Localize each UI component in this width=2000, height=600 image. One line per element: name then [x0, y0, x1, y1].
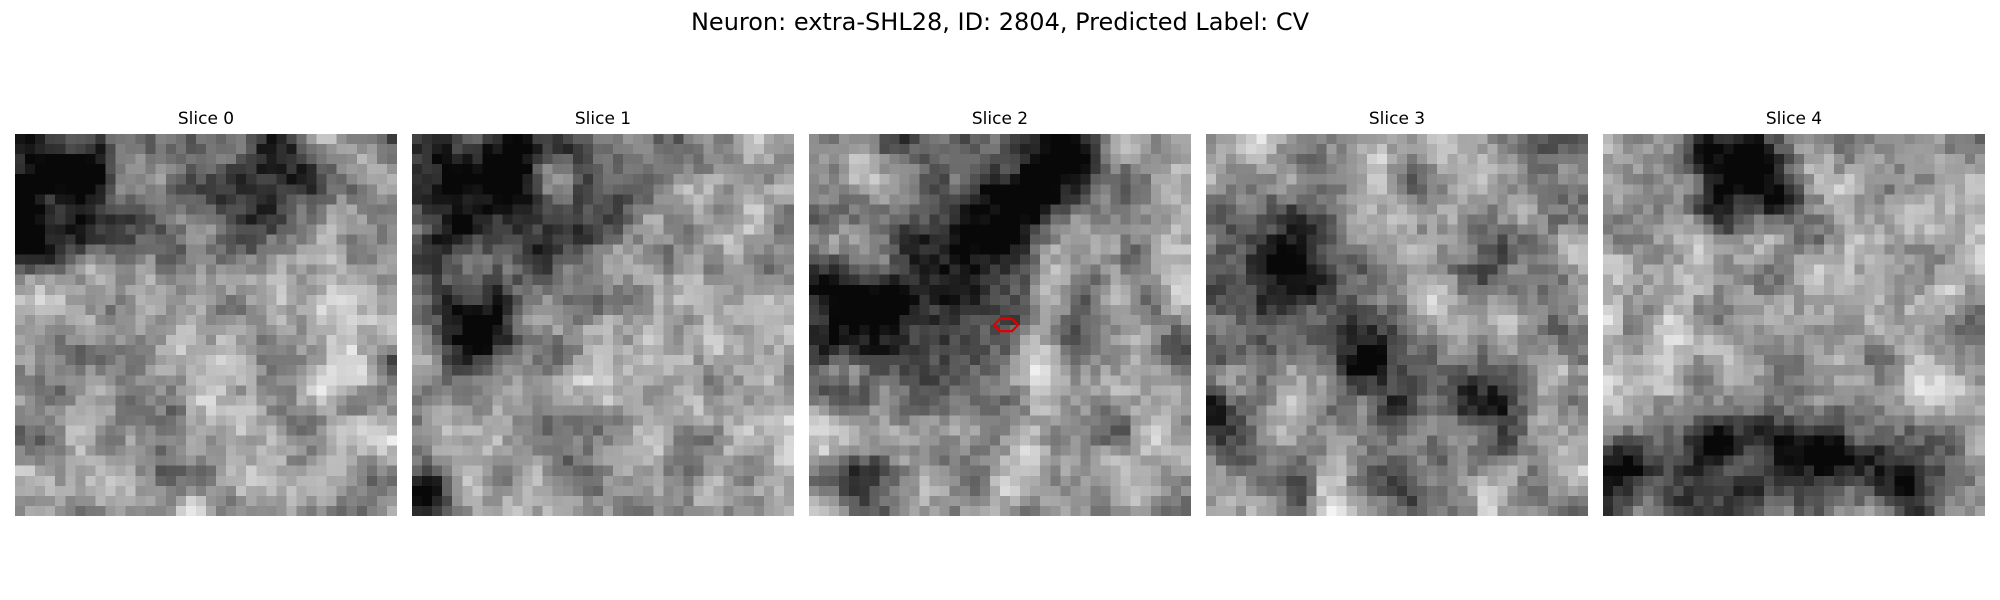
slice-panel-4: Slice 4: [1603, 108, 1985, 516]
slice-panel-0: Slice 0: [15, 108, 397, 516]
slice-title-1: Slice 1: [574, 109, 632, 129]
slice-title-0: Slice 0: [177, 109, 235, 129]
slice-title-2: Slice 2: [971, 109, 1029, 129]
slice-image-0: [15, 134, 397, 516]
neuron-location-marker: [992, 317, 1020, 333]
slice-panel-1: Slice 1: [412, 108, 794, 516]
slice-title-3: Slice 3: [1368, 109, 1426, 129]
slice-panel-2: Slice 2: [809, 108, 1191, 516]
slice-image-1: [412, 134, 794, 516]
slice-image-2: [809, 134, 1191, 516]
slice-image-3: [1206, 134, 1588, 516]
figure-title: Neuron: extra-SHL28, ID: 2804, Predicted…: [690, 8, 1310, 36]
slice-image-4: [1603, 134, 1985, 516]
slice-panel-3: Slice 3: [1206, 108, 1588, 516]
slice-title-4: Slice 4: [1765, 109, 1823, 129]
